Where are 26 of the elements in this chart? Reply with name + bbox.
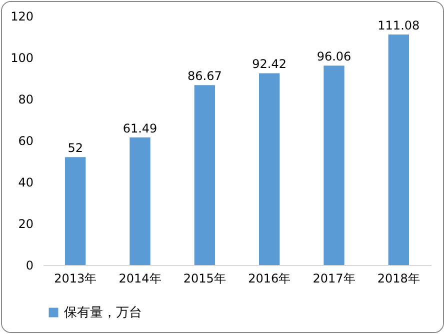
- y-tick-label: 40: [18, 176, 34, 190]
- y-tick-label: 120: [10, 10, 34, 24]
- y-tick-label: 20: [18, 217, 34, 231]
- y-tick-label: 100: [10, 51, 34, 65]
- bar: [64, 157, 86, 265]
- data-label: 86.67: [187, 69, 222, 84]
- bar: [130, 137, 150, 265]
- x-tick-label: 2018年: [377, 272, 420, 286]
- y-tick-label: 60: [18, 134, 34, 148]
- y-tick-label: 80: [18, 92, 34, 106]
- data-label: 96.06: [316, 50, 352, 64]
- data-label: 111.08: [378, 18, 420, 33]
- data-label: 52: [68, 141, 83, 156]
- x-tick-label: 2015年: [183, 272, 226, 286]
- x-tick-label: 2016年: [248, 272, 291, 286]
- data-label: 61.49: [122, 121, 158, 136]
- bar: [324, 66, 344, 265]
- x-tick-label: 2014年: [118, 272, 162, 286]
- x-tick-label: 2013年: [54, 272, 97, 286]
- bar: [258, 73, 280, 265]
- legend-label: 保有量，万台: [64, 306, 142, 320]
- x-tick-label: 2017年: [312, 272, 356, 286]
- bar: [388, 34, 410, 265]
- bar: [194, 85, 216, 265]
- data-label: 92.42: [252, 57, 287, 72]
- y-tick-label: 0: [26, 258, 34, 272]
